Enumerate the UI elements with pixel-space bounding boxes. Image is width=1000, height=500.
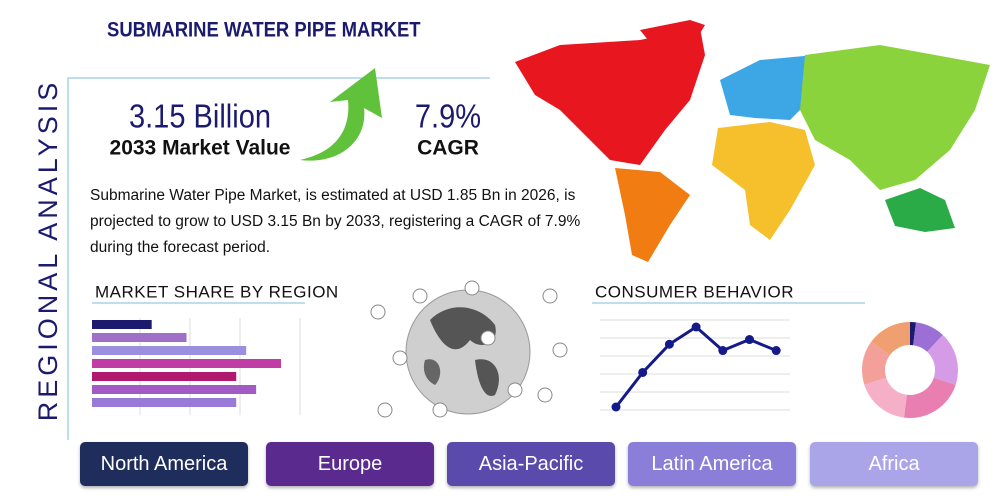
point bbox=[718, 346, 728, 356]
bar bbox=[92, 372, 237, 381]
description: Submarine Water Pipe Market, is estimate… bbox=[90, 187, 581, 256]
bar bbox=[92, 398, 237, 407]
point bbox=[611, 402, 621, 412]
point bbox=[638, 367, 648, 377]
market-value-label: 2033 Market Value bbox=[110, 137, 291, 160]
market-value: 3.15 Billion bbox=[129, 98, 271, 135]
donut-slice bbox=[910, 322, 917, 346]
region-button[interactable]: Asia-Pacific bbox=[447, 442, 615, 486]
donut-slice bbox=[913, 322, 943, 352]
donut-slice bbox=[903, 377, 956, 418]
donut-slice bbox=[862, 341, 890, 385]
bar bbox=[92, 346, 247, 355]
bar bbox=[92, 320, 152, 329]
title: SUBMARINE WATER PIPE MARKET bbox=[107, 18, 421, 41]
point bbox=[691, 322, 701, 332]
bar-chart-title: MARKET SHARE BY REGION bbox=[95, 282, 339, 301]
side-title: REGIONAL ANALYSIS bbox=[33, 79, 63, 422]
world-map bbox=[515, 20, 990, 262]
region-button[interactable]: North America bbox=[80, 442, 248, 486]
point bbox=[745, 335, 754, 345]
point bbox=[664, 339, 674, 349]
bar bbox=[92, 359, 281, 368]
cagr-label: CAGR bbox=[417, 137, 479, 160]
cagr-value: 7.9% bbox=[415, 98, 481, 135]
region-button[interactable]: Europe bbox=[266, 442, 434, 486]
line-chart-title: CONSUMER BEHAVIOR bbox=[595, 282, 794, 301]
frame bbox=[67, 77, 490, 440]
donut-slice bbox=[871, 322, 910, 356]
bar bbox=[92, 385, 257, 394]
bar bbox=[92, 333, 187, 342]
globe-network bbox=[370, 280, 568, 418]
donut-slice bbox=[864, 377, 907, 418]
point bbox=[771, 346, 781, 356]
region-button[interactable]: Africa bbox=[810, 442, 978, 486]
donut-slice bbox=[927, 335, 958, 385]
region-button[interactable]: Latin America bbox=[628, 442, 796, 486]
line-grid bbox=[600, 319, 790, 411]
growth-arrow bbox=[300, 68, 382, 161]
